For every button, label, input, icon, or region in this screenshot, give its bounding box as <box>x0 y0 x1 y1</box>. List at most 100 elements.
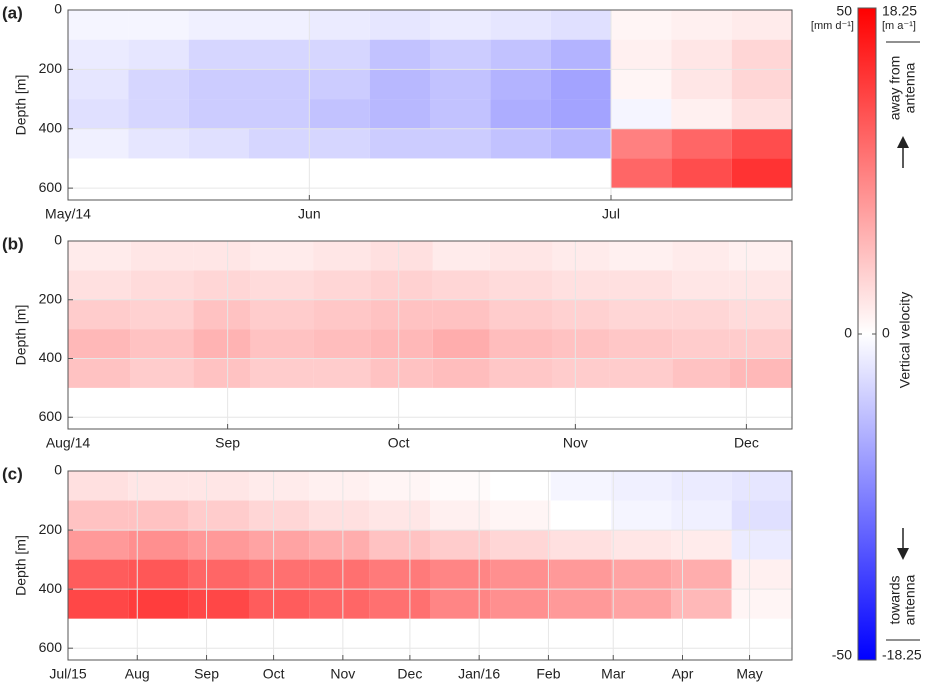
heat-cell <box>193 358 251 388</box>
heat-cell <box>369 128 430 159</box>
plot-frame <box>67 240 793 430</box>
heat-cell <box>729 241 792 271</box>
heat-cell <box>309 39 370 70</box>
heat-cell <box>68 299 131 330</box>
heat-cell <box>68 99 129 129</box>
heat-cell <box>249 500 310 531</box>
heat-cell <box>249 69 310 100</box>
heat-cell <box>671 500 732 531</box>
y-axis-title: Depth [m] <box>13 535 29 596</box>
panel-label: (b) <box>2 234 24 253</box>
heat-cell <box>430 99 491 129</box>
heat-cell <box>128 69 189 100</box>
colorbar-tick-label: 0 <box>844 325 852 341</box>
heat-cell <box>370 270 433 300</box>
heat-cell <box>550 589 611 619</box>
heat-cell <box>188 530 249 560</box>
heat-cell <box>671 530 732 560</box>
heat-cell <box>432 270 490 300</box>
heat-cell <box>430 589 491 619</box>
heat-cell <box>68 471 129 501</box>
heat-cell <box>68 329 131 359</box>
heat-cell <box>130 358 194 388</box>
heat-cell <box>193 299 251 330</box>
x-tick-label: Sep <box>215 435 240 451</box>
direction-note: towards <box>887 575 903 624</box>
heat-cell <box>609 358 673 388</box>
heat-cell <box>550 530 611 560</box>
heat-cell <box>188 69 249 100</box>
y-tick-label: 200 <box>39 521 63 537</box>
x-tick-label: Jun <box>298 206 321 222</box>
heat-cell <box>550 69 611 100</box>
heat-cell <box>430 559 491 590</box>
heat-cell <box>369 500 430 531</box>
heat-cell <box>609 241 673 271</box>
colorbar-tick-label: 0 <box>882 325 890 341</box>
y-tick-label: 0 <box>54 462 62 478</box>
x-tick-label: Jan/16 <box>458 666 500 682</box>
panel-label: (c) <box>2 464 23 483</box>
heat-cell <box>490 559 551 590</box>
heat-cell <box>731 158 792 189</box>
y-tick-label: 400 <box>39 119 63 135</box>
heat-cell <box>370 358 433 388</box>
heat-cell <box>309 471 370 501</box>
y-tick-label: 400 <box>39 349 63 365</box>
heat-cell <box>250 270 314 300</box>
x-tick-label: May <box>736 666 762 682</box>
heat-cell <box>68 39 129 70</box>
heat-cell <box>552 270 610 300</box>
heat-cell <box>193 329 251 359</box>
heat-cell <box>313 358 371 388</box>
x-tick-label: Oct <box>388 435 410 451</box>
heat-cell <box>671 99 732 129</box>
heat-cell <box>731 559 792 590</box>
heat-cell <box>68 10 129 40</box>
heat-cell <box>430 530 491 560</box>
heat-cell <box>309 69 370 100</box>
x-tick-label: Nov <box>330 666 355 682</box>
x-tick-label: Sep <box>194 666 219 682</box>
x-tick-label: Nov <box>563 435 588 451</box>
heat-cell <box>249 128 310 159</box>
heat-cell <box>249 99 310 129</box>
heat-cell <box>128 128 189 159</box>
heat-cell <box>193 241 251 271</box>
heat-cell <box>671 158 732 189</box>
y-tick-label: 600 <box>39 639 63 655</box>
heat-cell <box>128 530 189 560</box>
heat-cell <box>609 329 673 359</box>
y-tick-label: 600 <box>39 408 63 424</box>
heat-cell <box>128 559 189 590</box>
heat-cell <box>430 128 491 159</box>
heat-cell <box>729 299 792 330</box>
heat-cell <box>369 530 430 560</box>
heat-cell <box>611 69 672 100</box>
heat-cell <box>729 270 792 300</box>
y-axis-title: Depth [m] <box>13 305 29 366</box>
heat-cell <box>68 589 129 619</box>
heat-cell <box>430 39 491 70</box>
heat-cell <box>188 500 249 531</box>
heat-cell <box>249 10 310 40</box>
heat-cell <box>550 10 611 40</box>
heat-cell <box>249 559 310 590</box>
heat-cell <box>68 500 129 531</box>
heat-cell <box>309 530 370 560</box>
x-tick-label: Jul <box>602 206 620 222</box>
heat-cell <box>731 69 792 100</box>
heat-cell <box>671 39 732 70</box>
heat-cell <box>188 589 249 619</box>
y-tick-label: 0 <box>54 232 62 248</box>
heat-cell <box>128 471 189 501</box>
heat-cell <box>249 471 310 501</box>
colorbar-tick-label: 18.25 <box>882 3 917 19</box>
heat-cell <box>188 39 249 70</box>
heat-cell <box>611 530 672 560</box>
heat-cell <box>432 329 490 359</box>
heat-cell <box>313 299 371 330</box>
heat-cell <box>672 358 730 388</box>
heat-cell <box>550 559 611 590</box>
heat-cell <box>611 10 672 40</box>
